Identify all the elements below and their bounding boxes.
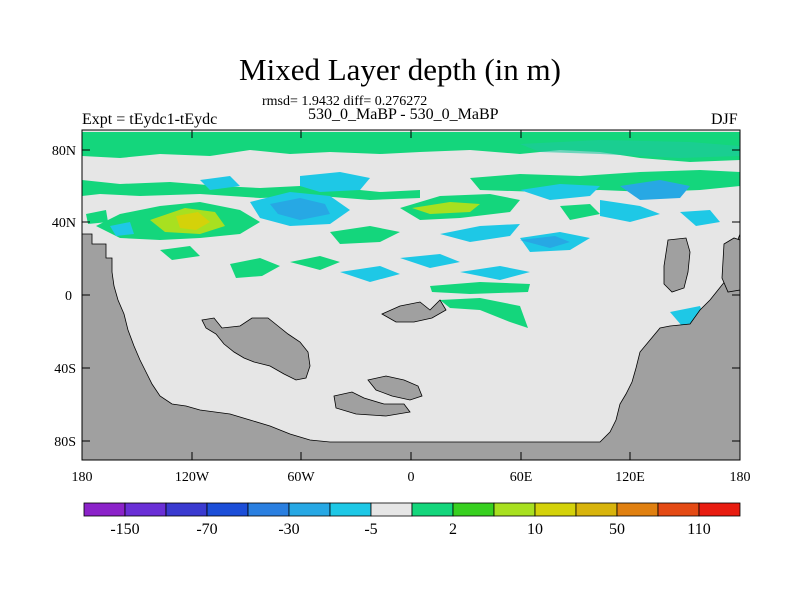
- colorbar: [83, 502, 741, 517]
- lon-label-180e: 180: [730, 470, 751, 485]
- colorbar-label: 2: [449, 521, 457, 538]
- land-island: [381, 299, 447, 323]
- midlatitude-anomalies: [86, 172, 720, 328]
- lat-axis: [82, 149, 740, 442]
- colorbar-swatch: [206, 502, 249, 517]
- lat-label-40s: 40S: [54, 362, 76, 377]
- land-far-east: [721, 237, 741, 293]
- lon-label-180w: 180: [72, 470, 93, 485]
- colorbar-swatch: [124, 502, 167, 517]
- colorbar-labels: -150 -70 -30 -5 2 10 50 110: [110, 521, 710, 538]
- lon-label-120e: 120E: [615, 470, 645, 485]
- colorbar-swatch: [83, 502, 126, 517]
- land-east: [663, 237, 691, 293]
- lat-label-40n: 40N: [52, 216, 76, 231]
- land-masses: [81, 233, 741, 461]
- colorbar-swatch: [329, 502, 372, 517]
- lon-label-0: 0: [408, 470, 415, 485]
- colorbar-label: -5: [364, 521, 377, 538]
- colorbar-swatch: [534, 502, 577, 517]
- land-fragment-a: [367, 375, 423, 401]
- lon-label-60w: 60W: [287, 470, 315, 485]
- colorbar-swatch: [411, 502, 454, 517]
- colorbar-label: 10: [527, 521, 543, 538]
- lon-axis: [81, 130, 631, 460]
- colorbar-swatch: [657, 502, 700, 517]
- colorbar-swatch: [288, 502, 331, 517]
- colorbar-label: -150: [110, 521, 139, 538]
- colorbar-swatch: [247, 502, 290, 517]
- colorbar-swatch: [575, 502, 618, 517]
- experiment-label: Expt = tEydc1-tEydc: [82, 111, 218, 128]
- colorbar-label: 110: [687, 521, 710, 538]
- colorbar-swatch: [452, 502, 495, 517]
- lat-label-0: 0: [65, 289, 72, 304]
- colorbar-label: -30: [278, 521, 299, 538]
- lon-label-120w: 120W: [175, 470, 210, 485]
- colorbar-label: -70: [196, 521, 217, 538]
- lat-label-80s: 80S: [54, 435, 76, 450]
- season-label: DJF: [711, 111, 738, 128]
- colorbar-swatch: [698, 502, 741, 517]
- lon-label-60e: 60E: [510, 470, 533, 485]
- arctic-positive-band: [82, 132, 740, 200]
- land-africa: [201, 317, 311, 381]
- plot-title: Mixed Layer depth (in m): [239, 52, 561, 87]
- case-label: 530_0_MaBP - 530_0_MaBP: [308, 106, 499, 123]
- colorbar-swatch: [616, 502, 659, 517]
- colorbar-swatch: [493, 502, 536, 517]
- lat-label-80n: 80N: [52, 144, 76, 159]
- colorbar-swatch: [370, 502, 413, 517]
- colorbar-label: 50: [609, 521, 625, 538]
- land-americas: [81, 233, 741, 461]
- land-fragment-b: [333, 391, 411, 417]
- colorbar-swatch: [165, 502, 208, 517]
- plot-subtitle: rmsd= 1.9432 diff= 0.276272: [262, 94, 428, 109]
